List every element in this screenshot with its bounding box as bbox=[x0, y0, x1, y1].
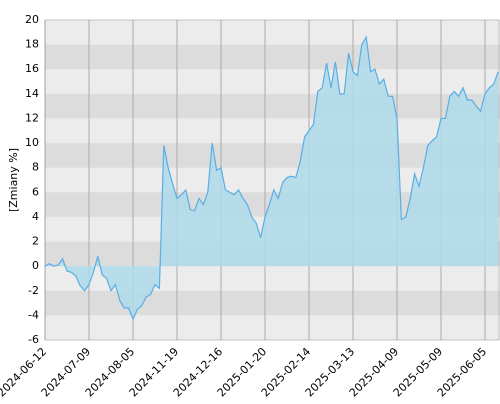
y-tick-label: 2 bbox=[32, 235, 39, 248]
grid-band bbox=[45, 44, 500, 70]
y-tick-label: 0 bbox=[32, 259, 39, 272]
y-tick-label: -6 bbox=[28, 333, 39, 346]
y-tick-label: 10 bbox=[25, 136, 39, 149]
area bbox=[45, 37, 499, 320]
y-tick-label: -2 bbox=[28, 284, 39, 297]
y-tick-label: 20 bbox=[25, 13, 39, 26]
grid-band bbox=[45, 69, 500, 94]
grid-band bbox=[45, 315, 500, 340]
grid-band bbox=[45, 20, 500, 45]
y-tick-label: 16 bbox=[25, 62, 39, 75]
plot-border bbox=[44, 19, 500, 341]
line bbox=[44, 35, 499, 321]
grid-band bbox=[45, 93, 500, 119]
y-tick-label: -4 bbox=[28, 308, 39, 321]
y-tick-label: 8 bbox=[32, 161, 39, 174]
y-tick-label: 14 bbox=[25, 87, 39, 100]
y-tick-label: 18 bbox=[25, 38, 39, 51]
y-axis-label: [Zmiany %] bbox=[7, 148, 20, 212]
plot-area bbox=[44, 19, 500, 341]
y-tick-label: 6 bbox=[32, 185, 39, 198]
y-tick-label: 12 bbox=[25, 111, 39, 124]
y-tick-label: 4 bbox=[32, 210, 39, 223]
grid-band bbox=[45, 118, 500, 144]
grid-band bbox=[45, 290, 500, 316]
